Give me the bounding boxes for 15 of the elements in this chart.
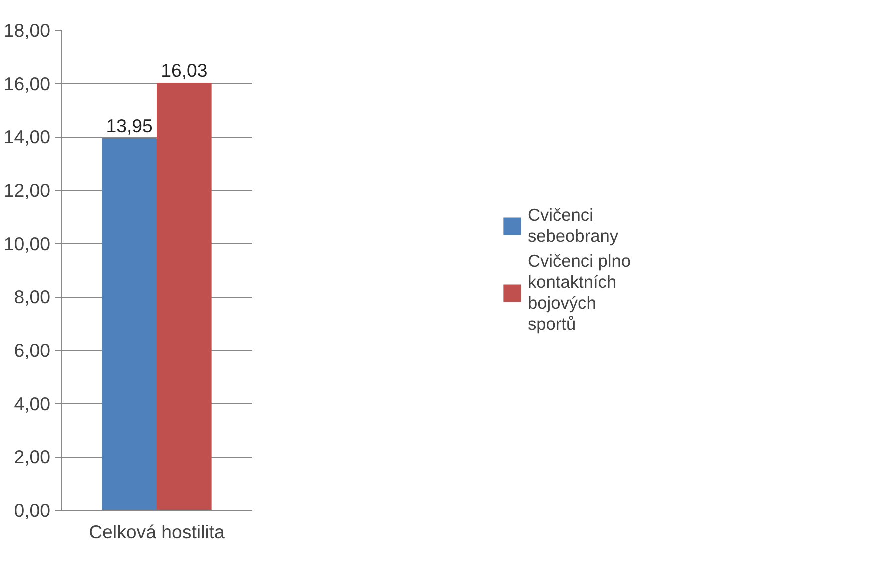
y-tick-label: 2,00 <box>14 446 50 468</box>
y-tick-label: 8,00 <box>14 286 50 308</box>
legend-label: Cvičenci sebeobrany <box>528 205 619 247</box>
x-tick-label: Celková hostilita <box>89 522 226 542</box>
y-tick-label: 16,00 <box>4 73 50 94</box>
y-tick-label: 0,00 <box>14 500 50 521</box>
y-tick-label: 4,00 <box>14 393 50 414</box>
y-tick-label: 14,00 <box>4 126 50 148</box>
y-tick-label: 18,00 <box>4 20 50 41</box>
y-tick-label: 10,00 <box>4 233 50 254</box>
legend-label: Cvičenci plnokontaktních bojových sportů <box>528 251 632 335</box>
data-label: 16,03 <box>161 60 208 82</box>
y-tick-label: 12,00 <box>4 180 50 201</box>
data-label: 13,95 <box>106 116 153 136</box>
y-tick-label: 6,00 <box>14 340 50 361</box>
